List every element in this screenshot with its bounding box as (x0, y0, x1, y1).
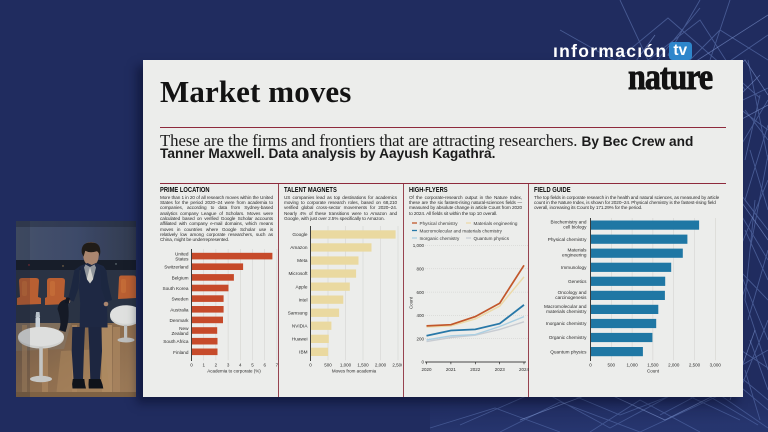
svg-text:Organic chemistry: Organic chemistry (549, 335, 587, 340)
svg-text:Academia to corporate (%): Academia to corporate (%) (207, 368, 261, 373)
svg-text:2: 2 (215, 363, 218, 368)
svg-text:500: 500 (324, 363, 332, 368)
svg-text:4: 4 (239, 363, 242, 368)
svg-text:Intel: Intel (299, 297, 308, 302)
svg-text:2024: 2024 (519, 367, 530, 372)
svg-text:1,500: 1,500 (647, 363, 659, 368)
svg-text:1,000: 1,000 (413, 243, 425, 248)
svg-text:Quantum physics: Quantum physics (474, 236, 510, 241)
svg-text:2,000: 2,000 (375, 363, 387, 368)
svg-text:7: 7 (276, 363, 279, 368)
svg-text:Physical chemistry: Physical chemistry (548, 237, 587, 242)
svg-text:1,000: 1,000 (340, 363, 352, 368)
svg-text:Sweden: Sweden (172, 297, 189, 302)
svg-text:2,500: 2,500 (689, 363, 701, 368)
svg-text:carcinogenesis: carcinogenesis (555, 295, 587, 300)
svg-text:South Africa: South Africa (163, 339, 189, 344)
svg-text:3,000: 3,000 (710, 363, 722, 368)
svg-text:2021: 2021 (446, 367, 457, 372)
svg-text:NVIDIA: NVIDIA (292, 323, 309, 328)
svg-text:Australia: Australia (170, 307, 189, 312)
svg-text:Inorganic chemistry: Inorganic chemistry (546, 321, 587, 326)
svg-text:New: New (179, 326, 189, 331)
svg-text:Count: Count (409, 296, 414, 309)
svg-text:5: 5 (251, 363, 254, 368)
svg-text:Google: Google (292, 232, 308, 237)
svg-text:States: States (175, 257, 189, 262)
svg-text:400: 400 (416, 313, 424, 318)
svg-text:Zealand: Zealand (172, 331, 189, 336)
svg-text:Belgium: Belgium (172, 275, 189, 280)
svg-text:0: 0 (421, 360, 424, 365)
svg-text:200: 200 (416, 336, 424, 341)
svg-text:Macromolecular and materials c: Macromolecular and materials chemistry (420, 228, 503, 233)
svg-text:Quantum physics: Quantum physics (550, 349, 587, 354)
svg-text:1: 1 (202, 363, 205, 368)
svg-text:2022: 2022 (470, 367, 481, 372)
svg-text:engineering: engineering (562, 253, 587, 258)
svg-text:cell biology: cell biology (563, 225, 587, 230)
svg-text:2,500: 2,500 (392, 363, 402, 368)
svg-text:3: 3 (227, 363, 230, 368)
svg-text:1,000: 1,000 (626, 363, 638, 368)
svg-text:Apple: Apple (296, 284, 308, 289)
svg-text:Amazon: Amazon (290, 245, 308, 250)
svg-text:2020: 2020 (421, 367, 432, 372)
svg-text:United: United (175, 252, 189, 257)
svg-text:Finland: Finland (173, 350, 189, 355)
svg-text:South Korea: South Korea (162, 286, 188, 291)
svg-text:2,000: 2,000 (668, 363, 680, 368)
svg-text:Samsung: Samsung (288, 310, 308, 315)
svg-text:Macromolecular and: Macromolecular and (544, 304, 587, 309)
svg-text:IBM: IBM (299, 350, 307, 355)
svg-text:Oncology and: Oncology and (558, 290, 587, 295)
svg-text:Microsoft: Microsoft (288, 271, 308, 276)
svg-text:Denmark: Denmark (169, 318, 189, 323)
svg-text:Meta: Meta (297, 258, 308, 263)
svg-text:Switzerland: Switzerland (164, 265, 189, 270)
svg-text:Count: Count (647, 368, 660, 373)
svg-text:6: 6 (263, 363, 266, 368)
svg-text:Moves from academia: Moves from academia (332, 368, 377, 373)
svg-text:materials chemistry: materials chemistry (546, 309, 587, 314)
svg-text:Physical chemistry: Physical chemistry (420, 221, 459, 226)
svg-text:Genetics: Genetics (568, 279, 587, 284)
svg-text:Materials: Materials (567, 248, 587, 253)
svg-text:Immunology: Immunology (561, 265, 587, 270)
svg-text:Biochemistry and: Biochemistry and (551, 220, 587, 225)
svg-text:600: 600 (416, 290, 424, 295)
svg-text:1,500: 1,500 (357, 363, 369, 368)
svg-text:0: 0 (190, 363, 193, 368)
svg-text:0: 0 (589, 363, 592, 368)
svg-text:Materials engineering: Materials engineering (474, 221, 518, 226)
svg-text:0: 0 (309, 363, 312, 368)
svg-text:Inorganic chemistry: Inorganic chemistry (420, 236, 461, 241)
svg-text:Huawei: Huawei (292, 337, 308, 342)
svg-text:800: 800 (416, 267, 424, 272)
svg-text:2023: 2023 (495, 367, 506, 372)
svg-text:500: 500 (608, 363, 616, 368)
